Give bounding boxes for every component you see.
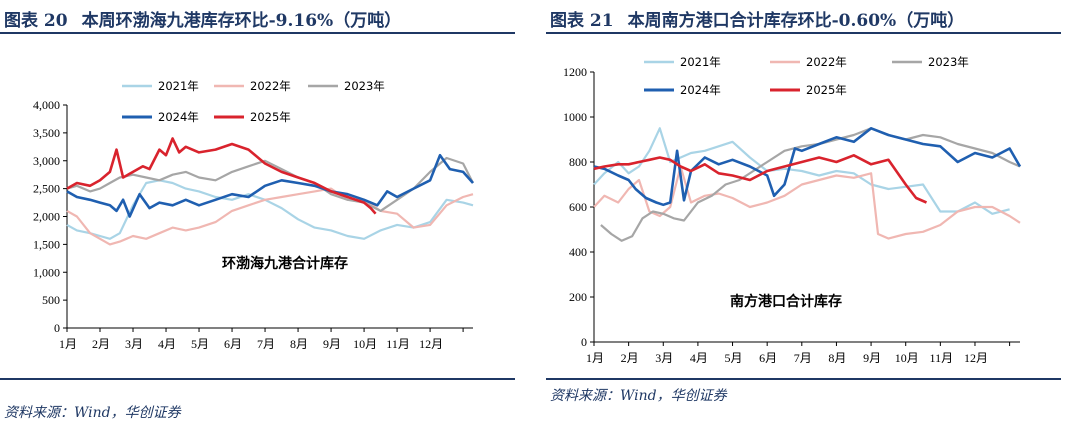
title-text-right: 本周南方港口合计库存环比-0.60%（万吨） — [627, 11, 965, 31]
line-chart-right: 0 200 400 600 800 1000 1200 1月 2月 3月 4月 5月 6月 7月 8月 9月 1… — [563, 55, 1022, 365]
chart-annotation-left: 环渤海九港合计库存 — [222, 255, 348, 272]
title-rule-left — [0, 32, 515, 34]
y-tick-label: 1,500 — [33, 237, 60, 251]
source-note-left: 资料来源：Wind，华创证券 — [4, 405, 181, 421]
x-tick-label: 1月 — [586, 351, 604, 365]
title-rule-right — [546, 32, 1061, 34]
figure-label-left: 图表 20 — [4, 11, 68, 31]
series-line-2024 — [593, 127, 1022, 207]
legend-label-2021: 2021年 — [680, 55, 721, 69]
figure-label-right: 图表 21 — [550, 11, 614, 31]
legend-label-2024: 2024年 — [158, 110, 199, 124]
x-tick-label: 5月 — [191, 337, 209, 351]
series-line-2024 — [66, 153, 474, 218]
x-tick-label: 6月 — [224, 337, 242, 351]
y-tick-label: 1,000 — [33, 265, 60, 279]
legend-label-2021: 2021年 — [158, 79, 199, 93]
legend-label-2025: 2025年 — [806, 83, 847, 97]
chart-annotation-right: 南方港口合计库存 — [730, 293, 842, 310]
x-tick-label: 7月 — [257, 337, 275, 351]
y-tick-label: 0 — [581, 335, 587, 349]
y-tick-label: 2,000 — [33, 210, 60, 224]
x-tick-label: 7月 — [794, 351, 812, 365]
y-tick-label: 600 — [569, 200, 587, 214]
chart-panel-left: 图表 20 本周环渤海九港库存环比-9.16%（万吨） 0 500 1,000 1,50… — [0, 0, 520, 421]
y-tick-label: 800 — [569, 155, 587, 169]
series-line-2021 — [66, 179, 474, 240]
x-tick-label: 1月 — [59, 337, 77, 351]
y-tick-label: 1200 — [563, 65, 587, 79]
x-tick-label: 10月 — [353, 337, 377, 351]
x-tick-label: 12月 — [964, 351, 988, 365]
line-chart-left: 0 500 1,000 1,500 2,000 2,500 3,000 3,500 4,000 1… — [33, 79, 474, 351]
x-tick-label: 11月 — [930, 351, 954, 365]
x-tick-label: 9月 — [863, 351, 881, 365]
legend-label-2022: 2022年 — [250, 79, 291, 93]
legend-label-2025: 2025年 — [250, 110, 291, 124]
x-tick-label: 4月 — [158, 337, 176, 351]
x-tick-label: 10月 — [895, 351, 919, 365]
y-tick-label: 200 — [569, 290, 587, 304]
y-tick-label: 400 — [569, 245, 587, 259]
y-tick-label: 3,500 — [33, 126, 60, 140]
series-line-2025 — [593, 154, 928, 204]
source-note-right: 资料来源：Wind，华创证券 — [550, 388, 727, 404]
y-tick-label: 500 — [42, 293, 60, 307]
legend-label-2022: 2022年 — [806, 55, 847, 69]
x-tick-label: 4月 — [690, 351, 708, 365]
chart-panel-right: 图表 21 本周南方港口合计库存环比-0.60%（万吨） 0 200 400 600 80… — [546, 0, 1066, 421]
x-tick-label: 11月 — [386, 337, 410, 351]
y-tick-label: 2,500 — [33, 182, 60, 196]
x-tick-label: 8月 — [290, 337, 308, 351]
x-tick-label: 2月 — [92, 337, 110, 351]
legend-label-2024: 2024年 — [680, 83, 721, 97]
chart-title-right: 图表 21 本周南方港口合计库存环比-0.60%（万吨） — [550, 6, 964, 31]
y-tick-label: 4,000 — [33, 98, 60, 112]
x-tick-label: 12月 — [419, 337, 443, 351]
footer-rule-right — [546, 378, 1061, 380]
title-text-left: 本周环渤海九港库存环比-9.16%（万吨） — [81, 11, 402, 31]
chart-title-left: 图表 20 本周环渤海九港库存环比-9.16%（万吨） — [4, 6, 401, 31]
x-tick-label: 9月 — [323, 337, 341, 351]
series-line-2023 — [600, 127, 1021, 242]
x-tick-label: 5月 — [725, 351, 743, 365]
y-tick-label: 1000 — [563, 110, 587, 124]
footer-rule-left — [0, 378, 515, 380]
series-line-2022 — [66, 187, 474, 246]
x-tick-label: 3月 — [125, 337, 143, 351]
series-line-2023 — [66, 156, 474, 212]
x-tick-label: 2月 — [621, 351, 639, 365]
series-line-2025 — [66, 137, 377, 215]
y-tick-label: 0 — [54, 321, 60, 335]
legend-label-2023: 2023年 — [928, 55, 969, 69]
x-tick-label: 3月 — [655, 351, 673, 365]
x-tick-label: 8月 — [828, 351, 846, 365]
x-tick-label: 6月 — [759, 351, 777, 365]
legend-label-2023: 2023年 — [344, 79, 385, 93]
y-tick-label: 3,000 — [33, 154, 60, 168]
series-line-2022 — [593, 165, 1021, 240]
